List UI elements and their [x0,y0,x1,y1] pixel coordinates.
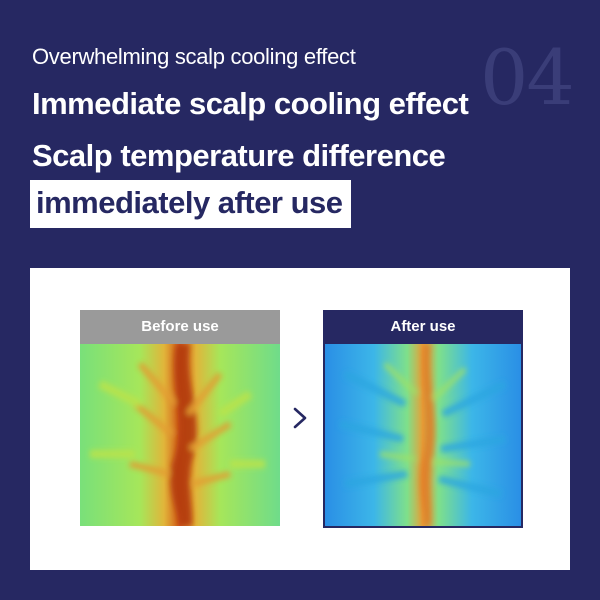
after-thermal-image [325,344,521,526]
after-image-frame [323,344,523,528]
subtitle: Overwhelming scalp cooling effect [32,44,356,69]
comparison-panel: Before use [30,268,570,570]
headline-line-2: Scalp temperature difference [32,138,446,173]
after-card: After use [323,310,523,528]
chevron-right-icon [293,407,307,429]
before-label: Before use [80,310,280,344]
before-thermal-image [80,344,280,526]
after-label: After use [323,310,523,344]
headline-highlight: immediately after use [30,180,351,228]
before-card: Before use [80,310,280,526]
headline-line-1: Immediate scalp cooling effect [32,86,469,121]
section-number: 04 [480,33,575,122]
